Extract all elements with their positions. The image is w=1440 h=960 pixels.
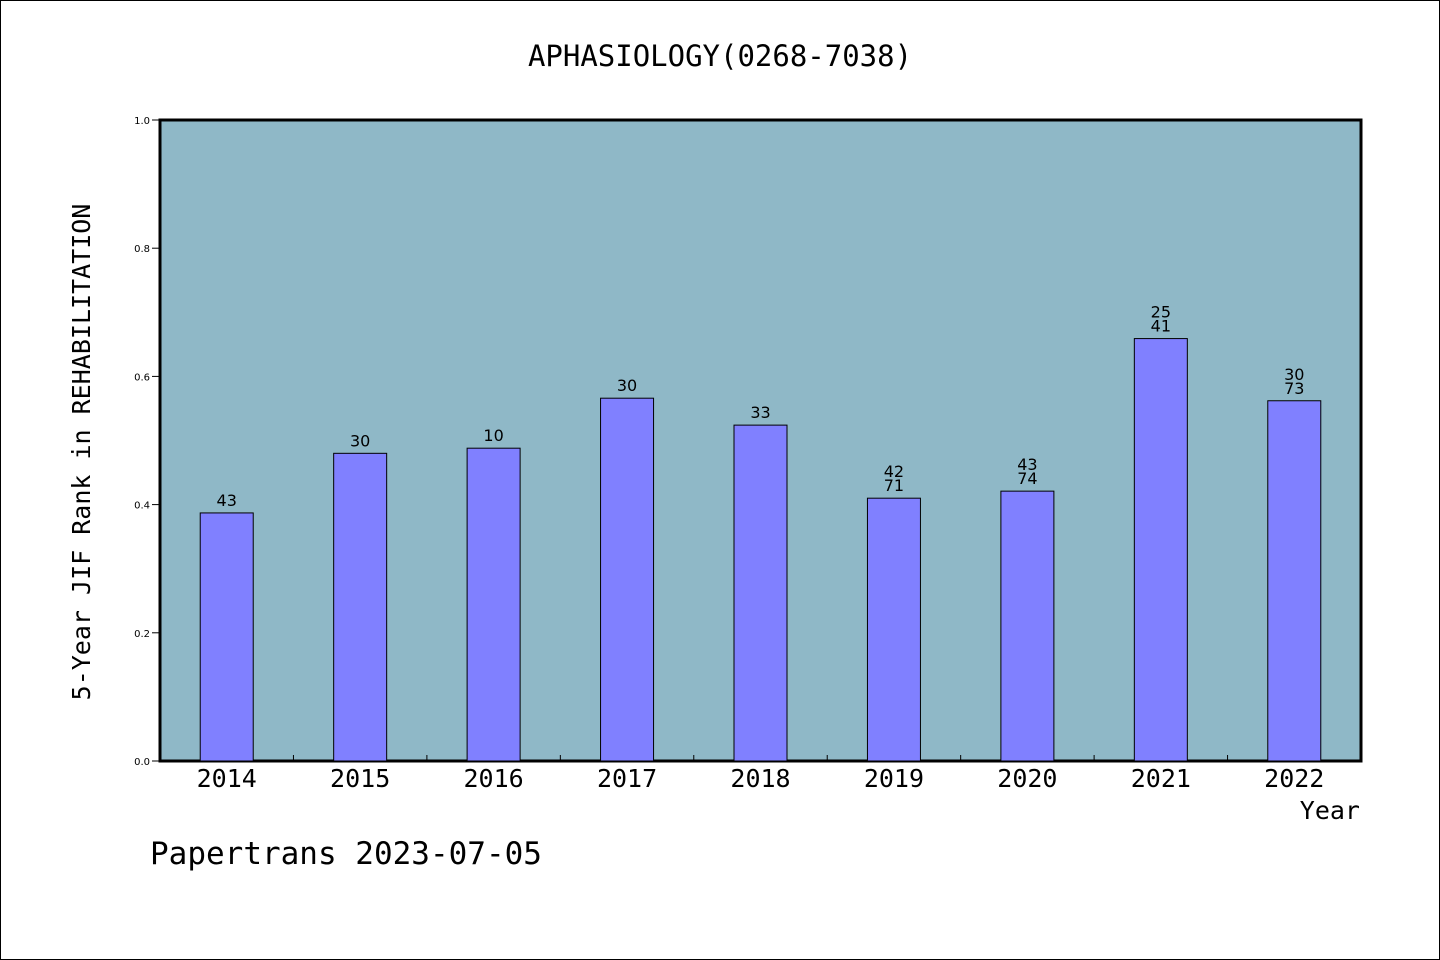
bar-data-label: 41 <box>1151 317 1171 336</box>
x-tick-label: 2019 <box>864 764 924 793</box>
bar-data-label: 73 <box>1284 379 1304 398</box>
x-tick-label: 2015 <box>330 764 390 793</box>
y-tick-label: 1.0 <box>134 116 150 127</box>
bar-data-label: 30 <box>350 431 370 450</box>
chart-title: APHASIOLOGY(0268-7038) <box>528 39 912 73</box>
y-tick-label: 0.0 <box>134 757 150 768</box>
bar-2019 <box>866 497 921 762</box>
x-tick-label: 2022 <box>1264 764 1324 793</box>
x-axis: 2014 2015 2016 2017 2018 2019 2020 2021 2022 <box>197 755 1324 793</box>
bars-group <box>199 338 1322 762</box>
x-tick-label: 2016 <box>464 764 524 793</box>
x-tick-label: 2014 <box>197 764 257 793</box>
bar-data-label: 43 <box>1017 455 1037 474</box>
bar-data-label: 30 <box>1284 365 1304 384</box>
bar-2016 <box>466 447 521 762</box>
bar-2017 <box>600 397 655 762</box>
x-axis-label: Year <box>1300 796 1360 825</box>
bar-data-label: 71 <box>884 476 904 495</box>
bar-2018 <box>733 424 788 762</box>
bar-data-label: 30 <box>617 376 637 395</box>
y-axis-label: 5-Year JIF Rank in REHABILITATION <box>67 204 96 701</box>
bar-2022 <box>1267 400 1322 762</box>
y-tick-label: 0.4 <box>134 501 150 512</box>
x-tick-label: 2021 <box>1131 764 1191 793</box>
bar-2015 <box>333 452 388 762</box>
y-tick-label: 0.8 <box>134 244 150 255</box>
bar-data-label: 25 <box>1151 303 1171 322</box>
bar-data-label: 33 <box>750 403 770 422</box>
bar-data-label: 42 <box>884 462 904 481</box>
bar-data-label: 43 <box>217 491 237 510</box>
bar-2020 <box>1000 490 1055 762</box>
y-axis: 0.0 0.2 0.4 0.6 0.8 1.0 <box>134 116 160 768</box>
x-tick-label: 2020 <box>997 764 1057 793</box>
bar-data-label: 74 <box>1017 469 1037 488</box>
bar-data-label: 10 <box>483 426 503 445</box>
footer-credit: Papertrans 2023-07-05 <box>150 836 542 872</box>
bar-2021 <box>1133 338 1188 762</box>
bar-2014 <box>199 512 254 762</box>
x-tick-label: 2018 <box>730 764 790 793</box>
y-tick-label: 0.2 <box>134 629 150 640</box>
x-tick-label: 2017 <box>597 764 657 793</box>
y-tick-label: 0.6 <box>134 372 150 383</box>
